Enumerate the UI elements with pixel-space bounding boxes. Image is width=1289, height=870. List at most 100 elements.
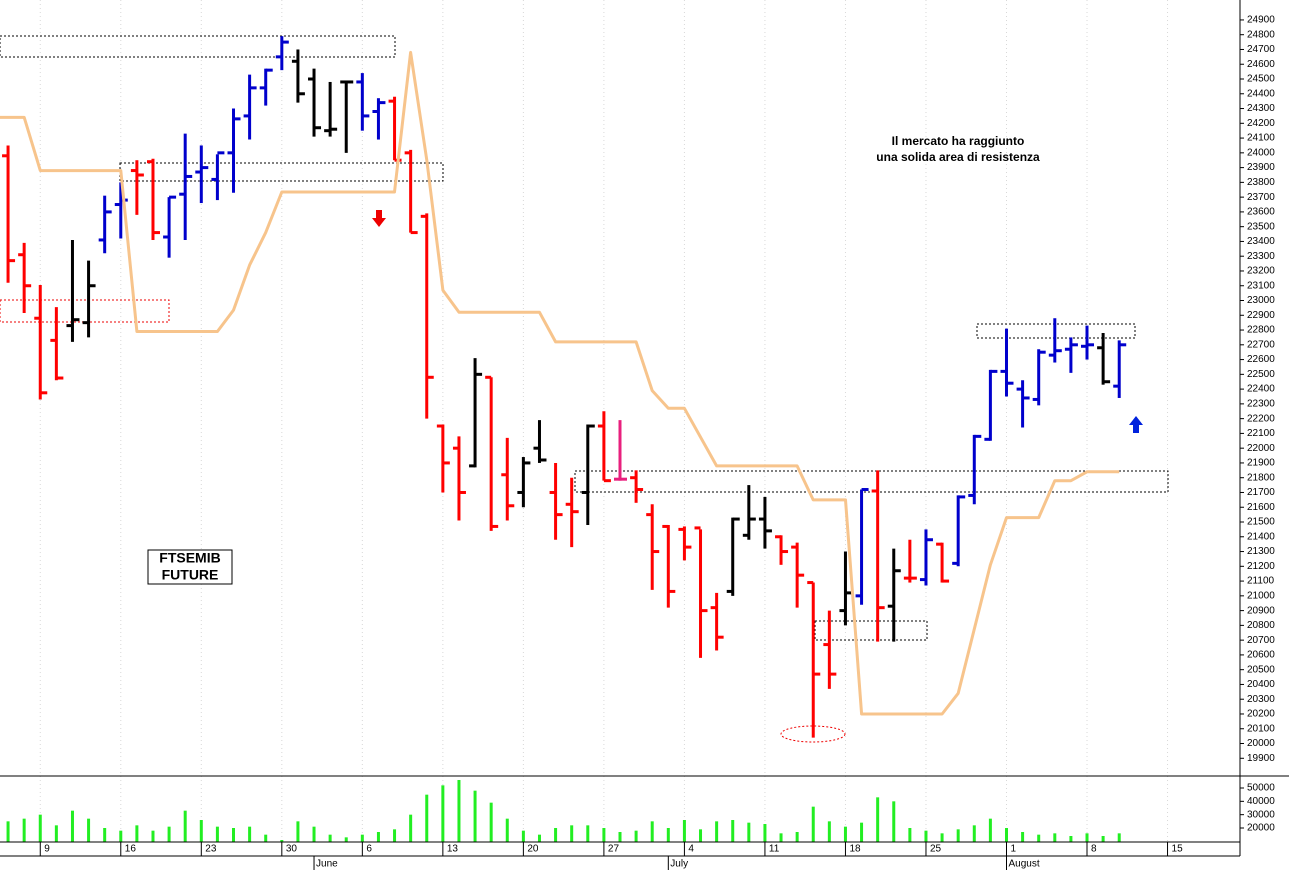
x-tick-label: 25 — [930, 844, 942, 855]
volume-bar — [328, 834, 332, 842]
y-tick-label: 24500 — [1247, 74, 1275, 85]
volume-bar — [554, 828, 558, 842]
x-tick-label: 11 — [769, 844, 780, 855]
y-tick-label: 23700 — [1247, 192, 1275, 203]
volume-bar — [167, 826, 171, 842]
volume-bar — [409, 814, 413, 842]
y-tick-label: 20500 — [1247, 664, 1275, 675]
volume-bar — [119, 830, 123, 842]
volume-bar — [988, 818, 992, 842]
y-tick-label: 20400 — [1247, 679, 1275, 690]
volume-bar — [1037, 834, 1041, 842]
volume-bar — [312, 826, 316, 842]
note: una solida area di resistenza — [876, 150, 1040, 164]
volume-bar — [876, 797, 880, 842]
y-tick-label: 22900 — [1247, 310, 1275, 321]
y-tick-label: 20000 — [1247, 823, 1275, 834]
instrument-box — [147, 549, 233, 585]
volume-bar — [779, 833, 783, 842]
plot — [0, 36, 1127, 842]
x-tick-label: 9 — [44, 844, 50, 855]
volume-bar — [360, 834, 364, 842]
y-tick-label: 23600 — [1247, 207, 1275, 218]
y-tick-label: 23100 — [1247, 280, 1275, 291]
x-tick-label: 4 — [688, 844, 694, 855]
y-tick-label: 20100 — [1247, 723, 1275, 734]
volume-bar — [1101, 836, 1105, 842]
month-label: June — [316, 859, 338, 870]
volume-bar — [972, 825, 976, 842]
volume-bar — [264, 834, 268, 842]
volume-bar — [537, 834, 541, 842]
volume-bar — [457, 780, 461, 842]
volume-bar — [38, 814, 42, 842]
y-tick-label: 22800 — [1247, 325, 1275, 336]
y-tick-label: 24300 — [1247, 103, 1275, 114]
y-tick-label: 20700 — [1247, 635, 1275, 646]
volume-bar — [618, 832, 622, 842]
volume-bar — [505, 818, 509, 842]
grid — [39, 0, 1169, 842]
volume-bar — [103, 828, 107, 842]
volume-bar — [843, 826, 847, 842]
y-tick-label: 21500 — [1247, 517, 1275, 528]
volume-bar — [747, 822, 751, 842]
y-tick-label: 20800 — [1247, 620, 1275, 631]
volume-bar — [586, 825, 590, 842]
y-tick-label: 21100 — [1247, 576, 1275, 587]
volume-bar — [135, 825, 139, 842]
y-tick-label: 22600 — [1247, 354, 1275, 365]
y-tick-label: 22400 — [1247, 384, 1275, 395]
y-tick-label: 24000 — [1247, 147, 1275, 158]
volume-bar — [650, 821, 654, 842]
y-tick-label: 24900 — [1247, 15, 1275, 26]
volume-bar — [232, 828, 236, 842]
y-tick-label: 22200 — [1247, 413, 1275, 424]
volume-bar — [280, 840, 284, 842]
zone — [0, 299, 170, 323]
volume-bar — [827, 821, 831, 842]
x-tick-label: 1 — [1010, 844, 1016, 855]
volume-bar — [489, 802, 493, 842]
y-tick-label: 21900 — [1247, 458, 1275, 469]
volume-bar — [183, 810, 187, 842]
volume-bar — [940, 833, 944, 842]
y-tick-label: 24400 — [1247, 88, 1275, 99]
volume-bar — [441, 785, 445, 842]
volume-bar — [811, 806, 815, 842]
volume-bar — [682, 820, 686, 842]
volume-bar — [1021, 832, 1025, 842]
y-tick-label: 21600 — [1247, 502, 1275, 513]
y-tick-label: 19900 — [1247, 753, 1275, 764]
zone — [0, 35, 396, 58]
volume-bar — [87, 818, 91, 842]
volume-bar — [763, 824, 767, 842]
volume-bar — [602, 828, 606, 842]
volume-bar — [924, 830, 928, 842]
month-label: August — [1008, 859, 1039, 870]
x-tick-label: 6 — [366, 844, 372, 855]
y-tick-label: 23000 — [1247, 295, 1275, 306]
y-tick-label: 24700 — [1247, 44, 1275, 55]
volume-bar — [908, 828, 912, 842]
volume-bar — [70, 810, 74, 842]
y-tick-label: 21300 — [1247, 546, 1275, 557]
overlay-line — [0, 50, 1120, 716]
volume-bar — [296, 821, 300, 842]
support-zones — [0, 299, 846, 743]
volume-bar — [1085, 833, 1089, 842]
volume-bar — [1069, 836, 1073, 842]
volume-bar — [1117, 833, 1121, 842]
volume-bar — [521, 830, 525, 842]
zone — [814, 620, 928, 641]
y-tick-label: 23300 — [1247, 251, 1275, 262]
y-tick-label: 22000 — [1247, 443, 1275, 454]
y-tick-label: 30000 — [1247, 809, 1275, 820]
y-tick-label: 22100 — [1247, 428, 1275, 439]
y-tick-label: 22500 — [1247, 369, 1275, 380]
y-tick-label: 20200 — [1247, 709, 1275, 720]
